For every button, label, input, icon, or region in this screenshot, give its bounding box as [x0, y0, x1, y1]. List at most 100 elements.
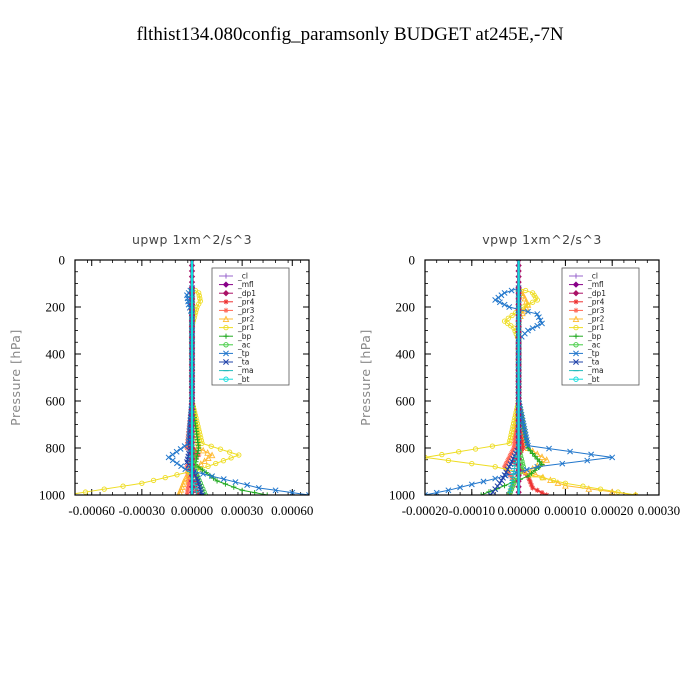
legend-item-mfl: _mfl — [219, 280, 254, 289]
data-point — [504, 458, 510, 465]
data-point — [506, 304, 513, 310]
data-point — [228, 455, 234, 461]
data-point — [439, 451, 445, 458]
data-point — [511, 442, 517, 448]
data-point — [178, 463, 185, 470]
legend-item-bt: _bt — [569, 375, 600, 384]
data-point — [509, 426, 516, 432]
data-point — [501, 289, 508, 296]
data-point — [252, 490, 258, 495]
legend-label: _tp — [237, 349, 250, 358]
legend-label: _dp1 — [587, 289, 606, 298]
legend-label: _pr1 — [587, 323, 605, 332]
legend-item-bp: _bp — [569, 332, 602, 341]
data-point — [500, 474, 506, 481]
data-point — [567, 448, 574, 455]
data-point — [501, 301, 508, 308]
data-point — [512, 437, 518, 443]
legend-marker — [223, 333, 229, 339]
data-point — [200, 470, 207, 477]
data-point — [433, 489, 440, 495]
legend-marker — [222, 290, 230, 297]
legend-label: _ta — [237, 358, 249, 367]
data-point — [512, 431, 518, 437]
data-point — [530, 450, 536, 457]
data-point — [213, 460, 219, 467]
legend-item-cl: _cl — [569, 272, 598, 281]
data-point — [513, 426, 519, 432]
data-point — [182, 466, 189, 473]
data-point — [244, 482, 251, 488]
data-point — [232, 479, 239, 486]
legend-label: _dp1 — [237, 289, 256, 298]
data-point — [520, 442, 526, 448]
legend-label: _cl — [587, 272, 598, 281]
data-point — [562, 480, 569, 486]
legend-label: _pr2 — [587, 315, 605, 324]
data-point — [208, 451, 216, 459]
data-point — [521, 294, 529, 302]
data-point — [173, 448, 180, 455]
chart-panel-1: upwp 1xm^2/s^3 Pressure [hPa] 0 200 400 600 80… — [8, 232, 313, 518]
x-tick-label: 0.00000 — [171, 503, 213, 518]
data-point — [504, 466, 511, 473]
legend-label: _ma — [587, 366, 604, 375]
legend-label: _ta — [587, 358, 599, 367]
data-point — [528, 482, 535, 488]
data-point — [204, 454, 212, 462]
data-point — [445, 457, 452, 464]
legend-box — [561, 267, 640, 386]
legend-item-pr2: _pr2 — [569, 315, 605, 324]
y-tick-label: 800 — [396, 441, 416, 456]
legend-label: _pr3 — [587, 306, 605, 315]
data-point — [508, 432, 514, 438]
legend-label: _tp — [587, 349, 600, 358]
legend-item-dp1: _dp1 — [219, 289, 256, 298]
legend-marker — [573, 376, 579, 382]
data-point — [580, 483, 586, 489]
data-point — [209, 473, 216, 480]
data-point — [534, 487, 540, 493]
legend-item-ac: _ac — [219, 340, 250, 349]
legend: _cl_mfl_dp1_pr4_pr3_pr2_pr1_bp_ac_tp_ta_… — [561, 267, 640, 386]
data-point — [615, 489, 621, 495]
data-point — [507, 453, 513, 459]
legend-label: _ac — [587, 340, 600, 349]
data-point — [507, 472, 513, 478]
data-point — [534, 456, 540, 462]
data-point — [456, 449, 462, 455]
legend-item-pr3: _pr3 — [569, 306, 605, 315]
x-tick-label: -0.00020 — [402, 503, 449, 518]
data-point — [609, 454, 616, 461]
plot-area — [425, 260, 639, 495]
data-point — [559, 460, 566, 467]
data-point — [226, 449, 233, 455]
data-point — [525, 301, 531, 308]
data-point — [289, 489, 296, 495]
data-point — [503, 469, 510, 476]
data-point — [539, 320, 545, 327]
data-point — [506, 463, 513, 470]
legend-label: _bp — [587, 332, 602, 341]
data-point — [519, 291, 527, 299]
data-point — [162, 474, 168, 481]
data-point — [199, 467, 206, 473]
data-point — [208, 443, 214, 449]
data-point — [306, 492, 309, 495]
data-point — [520, 439, 526, 446]
legend-item-ma: _ma — [219, 366, 254, 375]
legend-marker — [223, 359, 229, 365]
legend-marker — [223, 350, 229, 357]
legend-marker — [573, 273, 579, 279]
data-point — [525, 473, 531, 479]
figure-title: flthist134.080config_paramsonly BUDGET a… — [136, 24, 563, 45]
data-point — [525, 308, 531, 315]
data-point — [492, 296, 499, 303]
data-point — [445, 487, 452, 494]
data-point — [511, 439, 518, 446]
data-point — [185, 477, 191, 484]
legend-marker — [573, 359, 579, 365]
data-point — [174, 460, 180, 467]
data-point — [537, 459, 543, 465]
data-point — [472, 446, 479, 452]
